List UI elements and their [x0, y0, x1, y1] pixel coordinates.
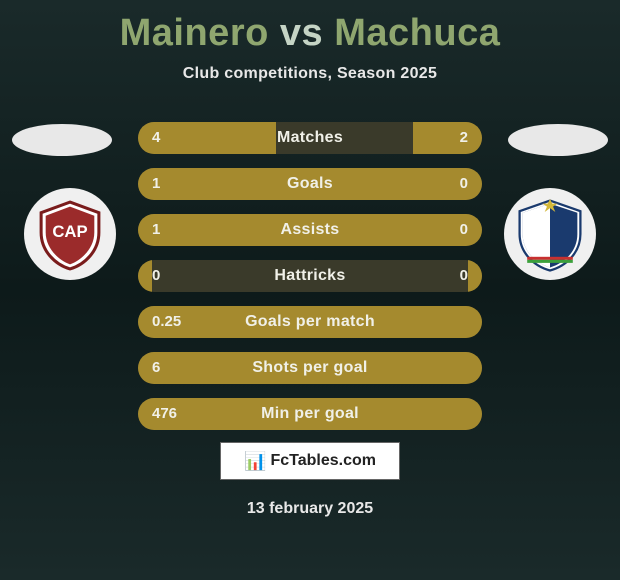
team-badge-left: CAP	[24, 188, 116, 280]
stat-label: Assists	[138, 214, 482, 246]
title-player2: Machuca	[334, 12, 500, 54]
stat-label: Shots per goal	[138, 352, 482, 384]
stat-row-assists: 10Assists	[138, 214, 482, 246]
stat-row-matches: 42Matches	[138, 122, 482, 154]
stat-label: Goals	[138, 168, 482, 200]
stat-row-hattricks: 00Hattricks	[138, 260, 482, 292]
stat-row-shots-per-goal: 6Shots per goal	[138, 352, 482, 384]
shield-icon: CAP	[32, 196, 108, 272]
page-title: Mainero vs Machuca	[0, 0, 620, 55]
footer-date: 13 february 2025	[0, 500, 620, 518]
stat-row-goals-per-match: 0.25Goals per match	[138, 306, 482, 338]
site-logo[interactable]: 📊 FcTables.com	[220, 442, 400, 480]
stat-row-min-per-goal: 476Min per goal	[138, 398, 482, 430]
title-vs: vs	[280, 12, 323, 54]
badge-left-text: CAP	[52, 222, 87, 241]
title-player1: Mainero	[120, 12, 269, 54]
stat-label: Min per goal	[138, 398, 482, 430]
subtitle: Club competitions, Season 2025	[0, 65, 620, 83]
stat-label: Hattricks	[138, 260, 482, 292]
chart-icon: 📊	[244, 451, 266, 472]
site-name: FcTables.com	[270, 452, 376, 470]
stat-label: Matches	[138, 122, 482, 154]
shield-icon	[512, 196, 588, 272]
team-badge-right	[504, 188, 596, 280]
decoration-ellipse-right	[508, 124, 608, 156]
stat-row-goals: 10Goals	[138, 168, 482, 200]
stats-container: 42Matches 10Goals 10Assists 00Hattricks 0.25…	[138, 122, 482, 444]
decoration-ellipse-left	[12, 124, 112, 156]
stat-label: Goals per match	[138, 306, 482, 338]
